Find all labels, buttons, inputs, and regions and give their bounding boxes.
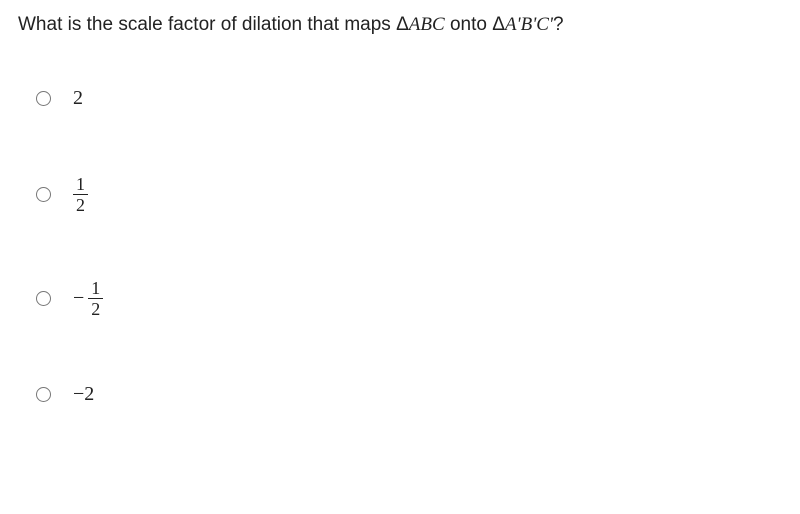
question-prefix: What is the scale factor of dilation tha… [18, 14, 396, 35]
triangle2-label: A'B'C' [505, 14, 553, 35]
option-3-numerator: 1 [88, 279, 103, 299]
question-middle: onto [445, 14, 493, 35]
triangle1-label: ABC [409, 14, 445, 35]
option-3-label: − 1 2 [73, 279, 103, 318]
option-1[interactable]: 2 [36, 87, 782, 110]
option-4-label: −2 [73, 383, 94, 406]
option-1-label: 2 [73, 87, 83, 110]
option-3[interactable]: − 1 2 [36, 279, 782, 318]
option-3-denominator: 2 [88, 299, 103, 318]
radio-icon [36, 187, 51, 202]
option-2-denominator: 2 [73, 195, 88, 214]
option-2-fraction: 1 2 [73, 175, 88, 214]
options-list: 2 1 2 − 1 2 −2 [18, 87, 782, 406]
radio-icon [36, 387, 51, 402]
option-1-value: 2 [73, 87, 83, 110]
triangle2-delta: Δ [492, 14, 505, 35]
radio-icon [36, 91, 51, 106]
option-3-negative: − [73, 287, 84, 310]
question-suffix: ? [553, 14, 564, 35]
option-3-fraction: 1 2 [88, 279, 103, 318]
option-4-value: −2 [73, 383, 94, 406]
option-2-label: 1 2 [73, 175, 88, 214]
radio-icon [36, 291, 51, 306]
option-4[interactable]: −2 [36, 383, 782, 406]
option-2[interactable]: 1 2 [36, 175, 782, 214]
option-2-numerator: 1 [73, 175, 88, 195]
triangle1-delta: Δ [396, 14, 409, 35]
question-text: What is the scale factor of dilation tha… [18, 12, 782, 39]
